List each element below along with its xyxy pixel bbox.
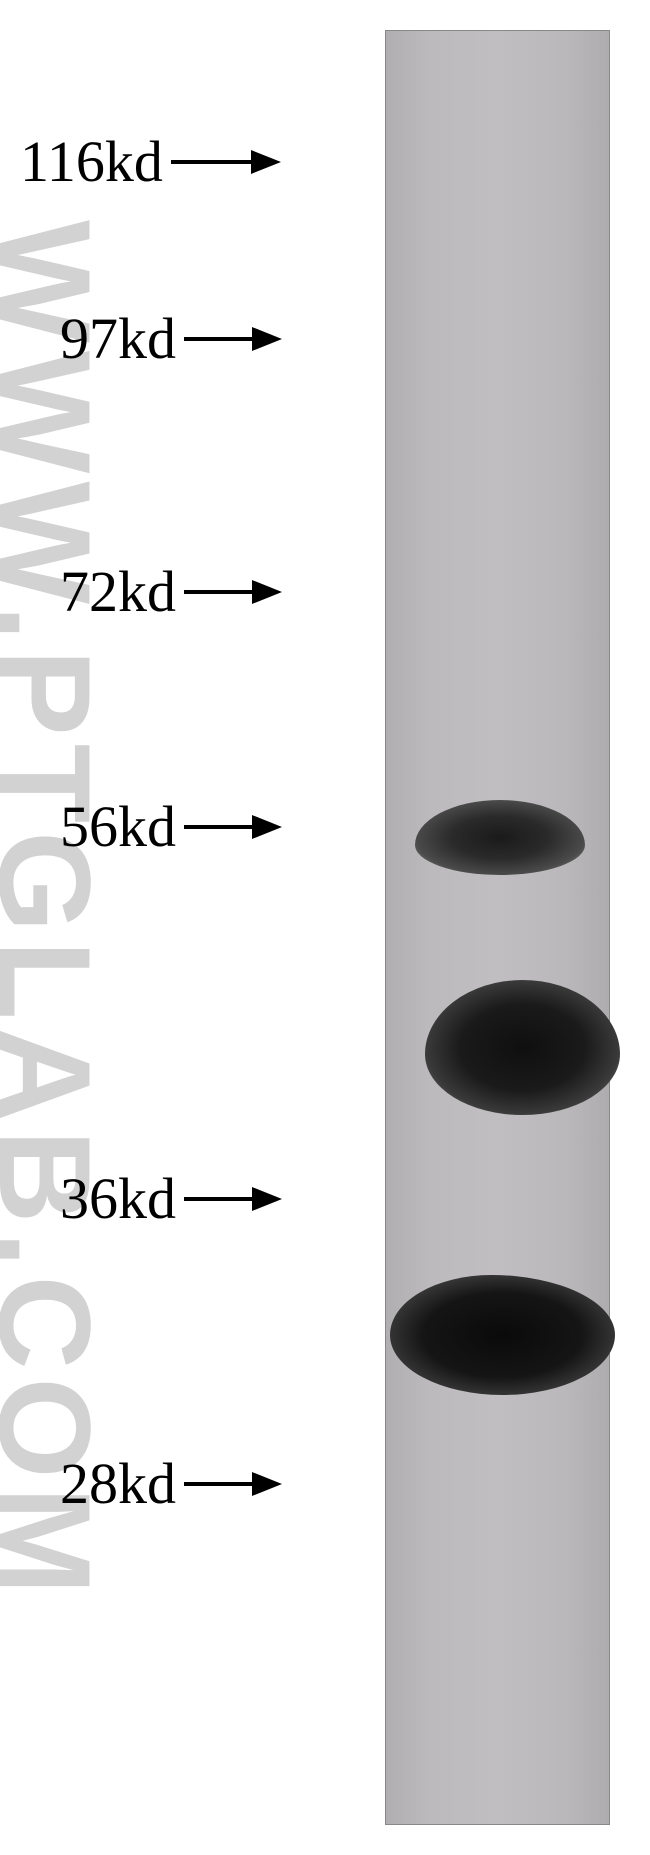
marker-row: 72kd — [60, 558, 282, 625]
arrow-line — [184, 825, 252, 829]
marker-label: 97kd — [60, 305, 176, 372]
arrow-icon — [184, 580, 282, 604]
arrow-icon — [171, 150, 281, 174]
arrow-icon — [184, 327, 282, 351]
blot-lane — [385, 30, 610, 1825]
arrow-icon — [184, 815, 282, 839]
marker-label: 116kd — [20, 128, 163, 195]
arrow-head-icon — [252, 815, 282, 839]
arrow-head-icon — [252, 1472, 282, 1496]
marker-row: 97kd — [60, 305, 282, 372]
marker-label: 72kd — [60, 558, 176, 625]
marker-row: 28kd — [60, 1450, 282, 1517]
arrow-head-icon — [251, 150, 281, 174]
marker-row: 56kd — [60, 793, 282, 860]
arrow-icon — [184, 1472, 282, 1496]
arrow-line — [184, 337, 252, 341]
arrow-line — [184, 1197, 252, 1201]
marker-label: 36kd — [60, 1165, 176, 1232]
arrow-head-icon — [252, 580, 282, 604]
western-blot-figure: WWW.PTGLAB.COM 116kd 97kd 72kd 56kd 36kd 28kd — [0, 0, 650, 1855]
band-45kd — [425, 980, 620, 1115]
arrow-line — [184, 590, 252, 594]
arrow-icon — [184, 1187, 282, 1211]
watermark-text: WWW.PTGLAB.COM — [0, 220, 120, 1603]
arrow-head-icon — [252, 327, 282, 351]
arrow-line — [184, 1482, 252, 1486]
arrow-line — [171, 160, 251, 164]
band-32kd — [390, 1275, 615, 1395]
arrow-head-icon — [252, 1187, 282, 1211]
marker-label: 56kd — [60, 793, 176, 860]
marker-row: 116kd — [20, 128, 281, 195]
marker-row: 36kd — [60, 1165, 282, 1232]
marker-label: 28kd — [60, 1450, 176, 1517]
